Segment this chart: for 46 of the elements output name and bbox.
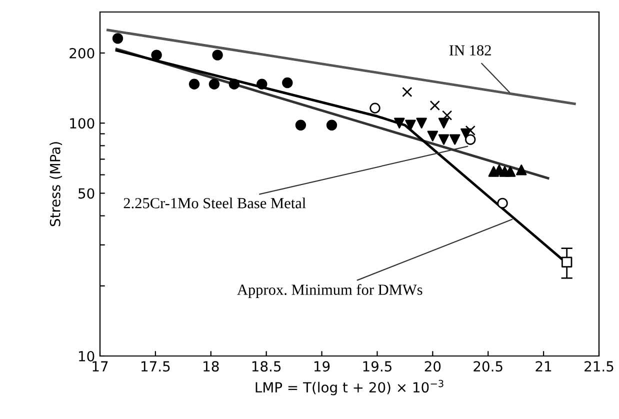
point xyxy=(256,78,268,90)
y-tick-label: 10 xyxy=(78,350,94,362)
point xyxy=(438,134,450,145)
x-axis-title: LMP = T(log t + 20) × 10$^{−3}$ xyxy=(256,380,444,396)
x-tick-label: 21.5 xyxy=(584,361,614,372)
point xyxy=(402,86,412,98)
point xyxy=(561,256,572,268)
point xyxy=(151,50,162,60)
point xyxy=(112,33,124,44)
point xyxy=(516,164,527,176)
point xyxy=(326,120,338,131)
point xyxy=(465,125,476,136)
annotation: IN 182 xyxy=(449,45,491,56)
x-tick-label: 21 xyxy=(536,361,552,372)
point xyxy=(430,100,440,111)
x-tick-label: 17.5 xyxy=(142,361,170,372)
point xyxy=(449,134,460,145)
x-tick-label: 19.5 xyxy=(363,361,392,372)
point xyxy=(465,134,476,145)
point xyxy=(212,50,223,60)
point xyxy=(442,110,452,120)
point xyxy=(394,118,405,128)
point xyxy=(370,102,380,114)
point xyxy=(208,78,220,90)
point xyxy=(295,120,306,131)
y-axis-title: Stress (MPa) xyxy=(50,142,62,226)
y-tick-label: 100 xyxy=(70,118,94,129)
point xyxy=(405,120,416,131)
annotation: Approx. Minimum for DMWs xyxy=(237,284,422,298)
y-tick-label: 50 xyxy=(78,188,94,199)
x-tick-label: 18.5 xyxy=(252,361,281,372)
point xyxy=(438,118,450,128)
point xyxy=(282,77,293,88)
annotation: 2.25Cr-1Mo Steel Base Metal xyxy=(124,198,306,208)
point xyxy=(427,130,438,142)
point xyxy=(188,78,200,90)
y-tick-label: 200 xyxy=(70,48,94,58)
point xyxy=(504,166,516,177)
x-tick-label: 17 xyxy=(92,361,108,372)
point xyxy=(416,118,427,128)
x-tick-label: 18 xyxy=(204,361,219,372)
x-tick-label: 20.5 xyxy=(474,361,502,372)
x-tick-label: 20 xyxy=(424,361,441,372)
point xyxy=(228,78,240,90)
x-tick-label: 19 xyxy=(314,361,330,372)
point xyxy=(497,198,508,209)
